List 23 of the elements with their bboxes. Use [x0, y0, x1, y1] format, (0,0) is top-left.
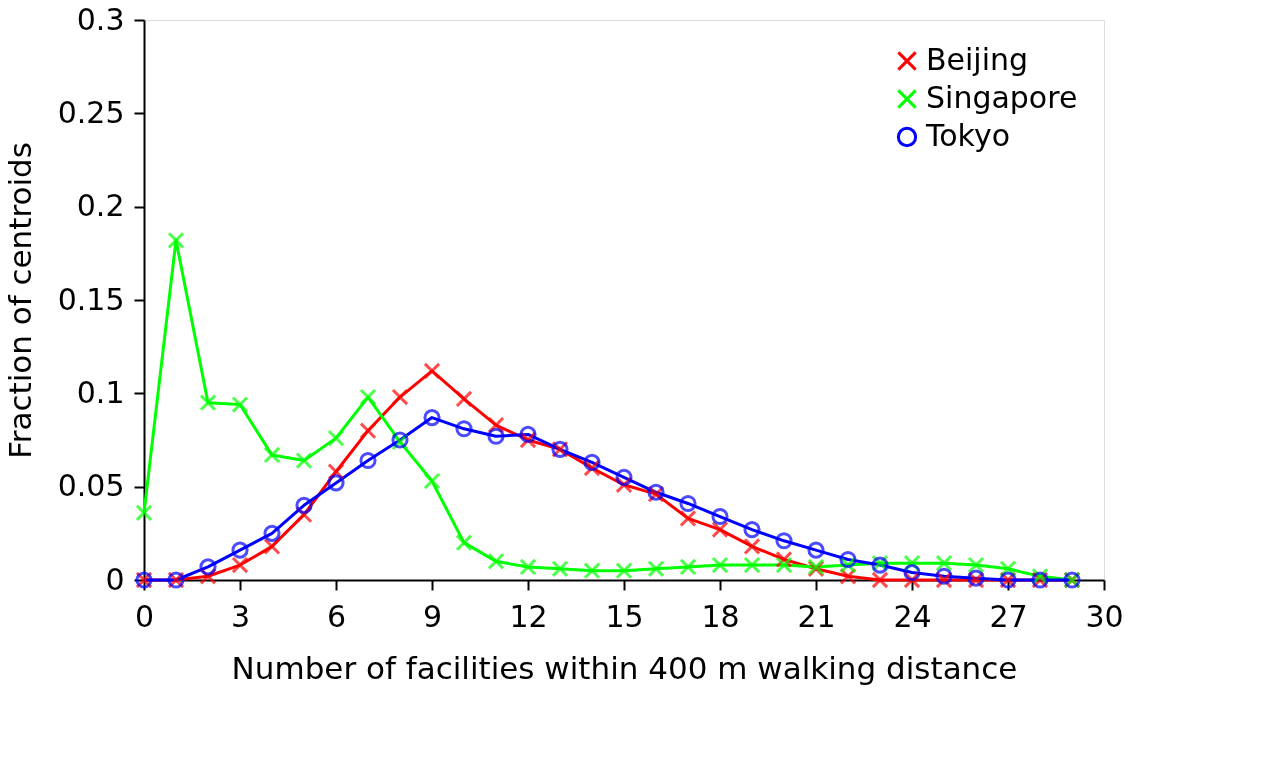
x-tick-label: 6 — [326, 598, 347, 634]
x-tick-label: 9 — [422, 598, 443, 634]
x-tick-label: 30 — [1085, 598, 1124, 634]
legend-label: Singapore — [926, 80, 1078, 115]
x-tick-label: 15 — [605, 598, 644, 634]
y-tick-label: 0.05 — [57, 468, 125, 504]
y-axis-title: Fraction of centroids — [1, 142, 38, 459]
x-tick-label: 18 — [701, 598, 740, 634]
y-tick-label: 0.1 — [76, 374, 125, 410]
y-tick-label: 0 — [105, 561, 125, 597]
legend-label: Tokyo — [925, 118, 1010, 153]
y-tick-label: 0.25 — [57, 94, 125, 130]
x-tick-label: 24 — [893, 598, 932, 634]
x-axis-title: Number of facilities within 400 m walking distance — [231, 649, 1018, 686]
legend-label: Beijing — [926, 42, 1029, 77]
y-tick-label: 0.3 — [76, 1, 125, 37]
x-tick-label: 0 — [134, 598, 155, 634]
y-tick-label: 0.15 — [57, 281, 125, 317]
x-tick-label: 21 — [797, 598, 836, 634]
x-tick-label: 27 — [989, 598, 1028, 634]
y-tick-label: 0.2 — [76, 188, 125, 224]
x-tick-label: 3 — [230, 598, 251, 634]
x-tick-label: 12 — [509, 598, 548, 634]
